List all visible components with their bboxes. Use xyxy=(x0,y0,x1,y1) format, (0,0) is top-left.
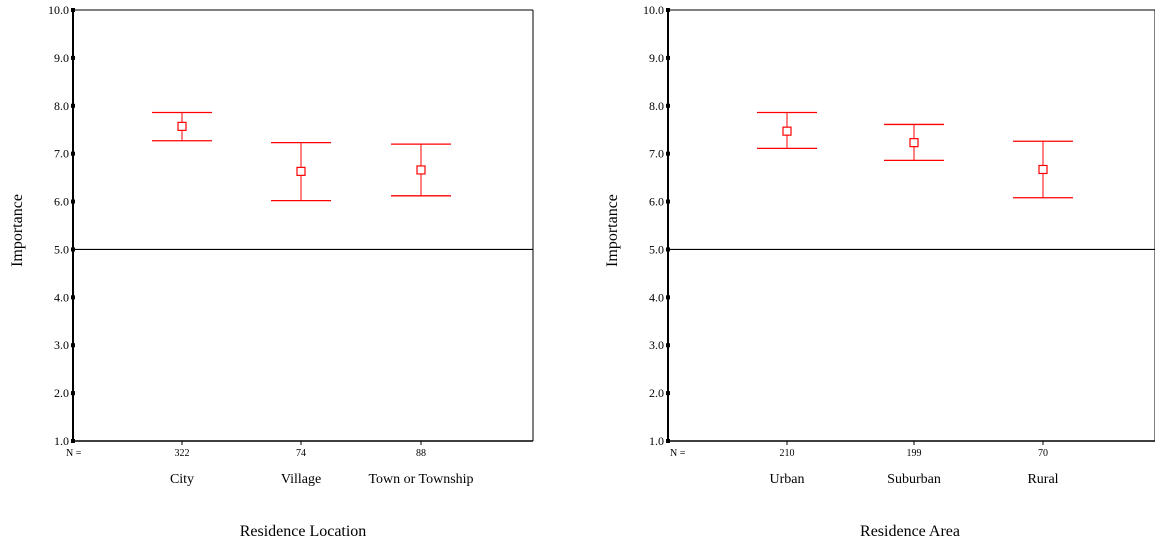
y-tick-mark xyxy=(666,439,670,443)
n-prefix-label: N = xyxy=(66,448,82,459)
y-tick-label: 2.0 xyxy=(649,386,664,400)
category-label: Village xyxy=(281,472,321,487)
y-tick-mark xyxy=(666,8,670,12)
y-tick-mark xyxy=(666,199,670,204)
n-value-label: 210 xyxy=(780,448,795,459)
error-bar-1 xyxy=(152,111,212,142)
y-tick-label: 1.0 xyxy=(649,434,664,448)
y-tick-mark xyxy=(71,151,75,156)
y-tick-label: 6.0 xyxy=(54,195,69,209)
y-tick-label: 3.0 xyxy=(649,338,664,352)
y-tick-mark xyxy=(71,343,75,348)
y-tick-mark xyxy=(71,8,75,12)
y-tick-label: 5.0 xyxy=(649,242,664,256)
y-tick-mark xyxy=(666,103,670,108)
y-tick-label: 5.0 xyxy=(54,242,69,256)
error-bar-1 xyxy=(757,111,817,150)
y-tick-mark xyxy=(666,151,670,156)
y-tick-mark xyxy=(666,295,670,300)
y-axis-title: Importance xyxy=(604,194,621,267)
y-tick-label: 10.0 xyxy=(643,3,664,17)
y-tick-mark xyxy=(666,343,670,348)
n-value-label: 88 xyxy=(416,448,426,459)
y-tick-label: 10.0 xyxy=(48,3,69,17)
category-label: Urban xyxy=(770,472,805,487)
y-tick-label: 8.0 xyxy=(54,99,69,113)
y-tick-label: 7.0 xyxy=(649,147,664,161)
mean-marker xyxy=(296,166,306,176)
x-axis-title: Residence Area xyxy=(860,523,960,540)
x-axis-title: Residence Location xyxy=(240,523,367,540)
n-value-label: 74 xyxy=(296,448,306,459)
y-tick-label: 7.0 xyxy=(54,147,69,161)
error-bar-2 xyxy=(884,123,944,162)
mean-marker xyxy=(177,121,187,131)
mean-marker xyxy=(782,126,792,136)
mean-marker xyxy=(416,165,426,175)
error-bar-3 xyxy=(1013,140,1073,199)
error-bar-3 xyxy=(391,143,451,197)
category-label: Rural xyxy=(1027,472,1058,487)
n-value-label: 70 xyxy=(1038,448,1048,459)
y-tick-mark xyxy=(71,295,75,300)
mean-marker xyxy=(1038,164,1048,175)
category-label: Suburban xyxy=(887,472,941,487)
n-value-label: 322 xyxy=(175,448,190,459)
y-tick-mark xyxy=(666,391,670,396)
mean-marker xyxy=(909,138,919,148)
y-tick-label: 6.0 xyxy=(649,195,664,209)
y-tick-mark xyxy=(666,55,670,60)
y-tick-label: 4.0 xyxy=(649,290,664,304)
y-tick-label: 8.0 xyxy=(649,99,664,113)
y-tick-mark xyxy=(71,199,75,204)
y-axis-title: Importance xyxy=(9,194,26,267)
y-tick-mark xyxy=(71,103,75,108)
n-value-label: 199 xyxy=(907,448,922,459)
y-tick-mark xyxy=(71,55,75,60)
y-tick-label: 9.0 xyxy=(54,51,69,65)
category-label: Town or Township xyxy=(368,472,473,487)
y-tick-mark xyxy=(71,439,75,443)
chart-panel-2: 1.0 2.0 3.0 4.0 5.0 6.0 7.0 8.0 9.0 10.0 N = 210 Urb… xyxy=(604,3,1155,540)
y-tick-label: 1.0 xyxy=(54,434,69,448)
chart-panel-1: 1.0 2.0 3.0 4.0 5.0 6.0 7.0 8.0 9.0 10.0 N = 322 Cit… xyxy=(9,3,534,540)
error-bar-2 xyxy=(271,142,331,202)
y-tick-label: 2.0 xyxy=(54,386,69,400)
y-tick-label: 4.0 xyxy=(54,290,69,304)
category-label: City xyxy=(170,472,194,487)
y-tick-mark xyxy=(71,391,75,396)
n-prefix-label: N = xyxy=(670,448,686,459)
y-tick-label: 9.0 xyxy=(649,51,664,65)
y-tick-label: 3.0 xyxy=(54,338,69,352)
